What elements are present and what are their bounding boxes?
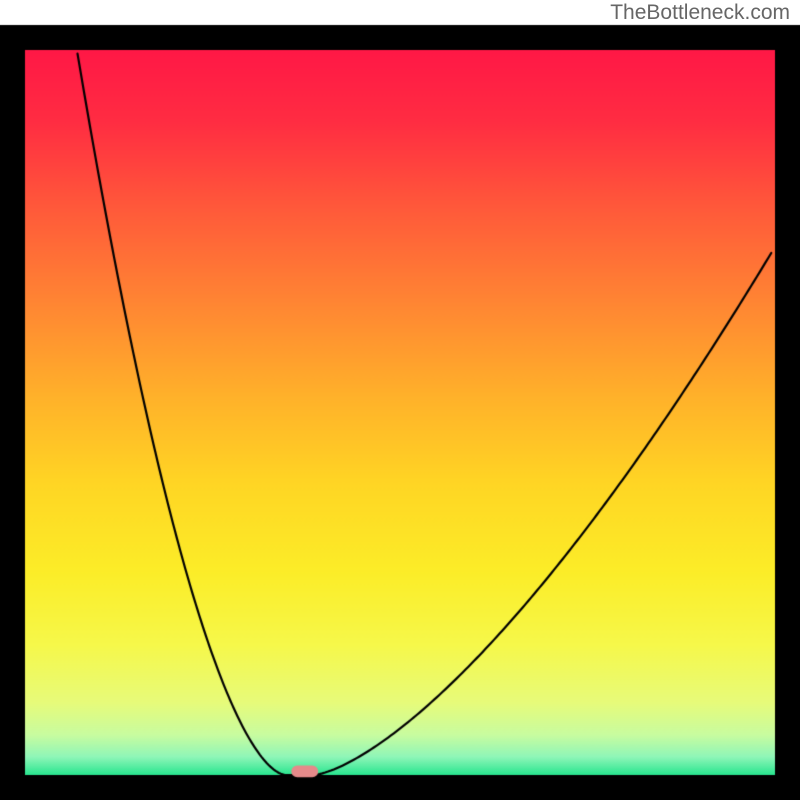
bottleneck-curve-chart [0,0,800,800]
chart-container: TheBottleneck.com [0,0,800,800]
watermark-text: TheBottleneck.com [610,1,790,25]
